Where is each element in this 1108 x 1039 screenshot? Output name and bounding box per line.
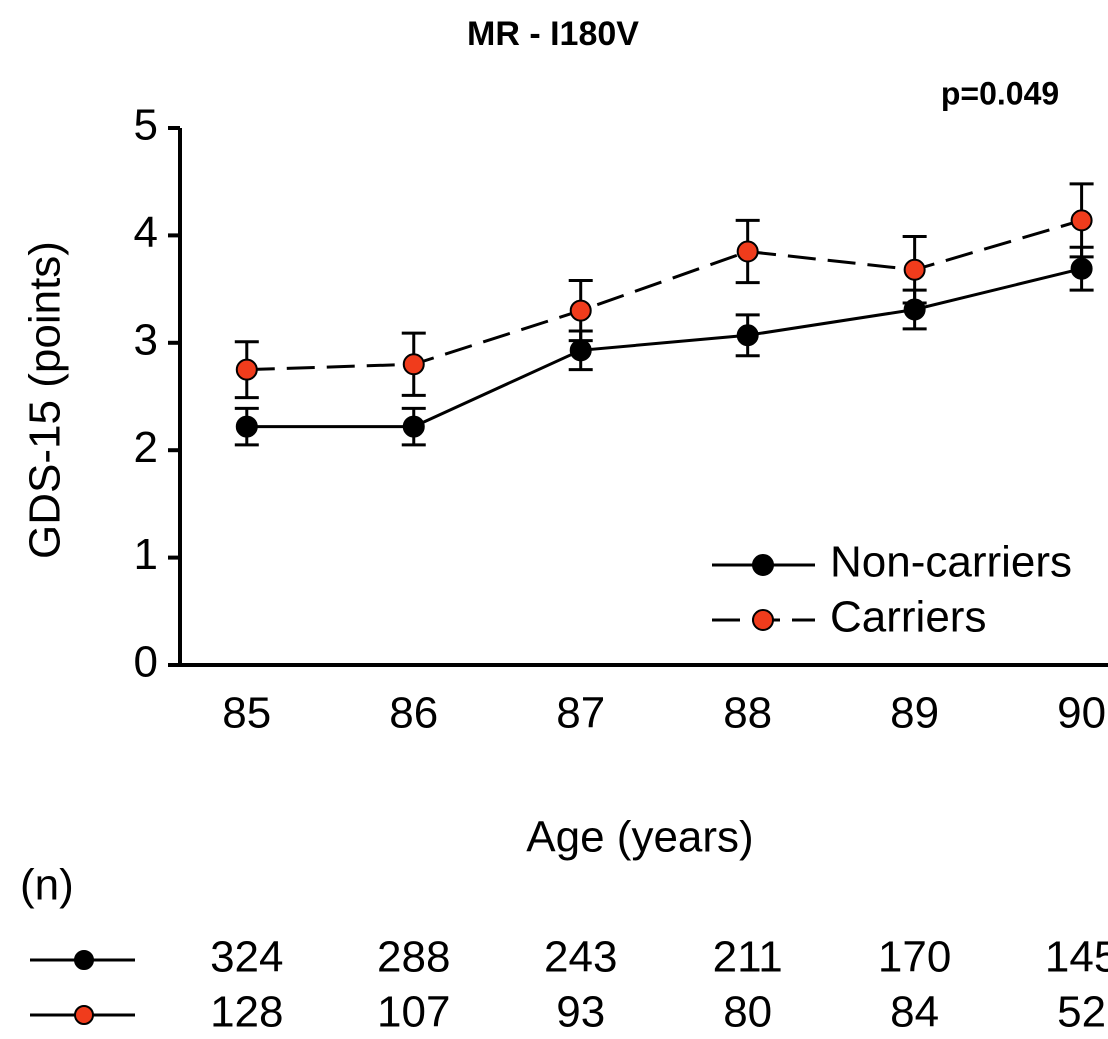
x-tick-label: 85 <box>222 689 271 738</box>
data-point <box>569 339 592 362</box>
legend-label: Non-carriers <box>830 538 1072 587</box>
data-point <box>235 358 258 381</box>
n-count: 288 <box>377 933 450 982</box>
n-count: 211 <box>713 933 783 982</box>
y-tick-label: 5 <box>134 101 158 150</box>
series-line <box>246 218 1083 372</box>
y-tick-label: 0 <box>134 638 158 687</box>
y-axis-label: GDS-15 (points) <box>21 241 70 559</box>
data-point <box>736 240 759 263</box>
x-tick-label: 86 <box>389 689 438 738</box>
data-point <box>402 415 425 438</box>
y-tick-label: 1 <box>134 530 158 579</box>
x-tick-label: 89 <box>890 689 939 738</box>
n-count: 324 <box>210 933 283 982</box>
data-point <box>736 324 759 347</box>
legend-label: Carriers <box>830 593 986 642</box>
annotation: p=0.049 <box>941 75 1059 111</box>
y-tick-label: 4 <box>134 208 158 257</box>
x-axis-label: Age (years) <box>526 813 753 862</box>
n-count: 170 <box>878 933 951 982</box>
n-label: (n) <box>20 861 74 910</box>
data-point <box>402 353 425 376</box>
legend-marker <box>752 609 774 631</box>
x-tick-label: 87 <box>556 689 605 738</box>
n-row-marker <box>74 1005 94 1025</box>
data-point <box>235 415 258 438</box>
n-count: 84 <box>890 988 939 1037</box>
data-point <box>569 299 592 322</box>
n-count: 107 <box>377 988 450 1037</box>
data-point <box>903 258 926 281</box>
data-point <box>1070 209 1093 232</box>
n-count: 243 <box>544 933 617 982</box>
n-count: 52 <box>1057 988 1106 1037</box>
series-line <box>246 267 1082 429</box>
n-count: 93 <box>556 988 605 1037</box>
x-tick-label: 90 <box>1057 689 1106 738</box>
n-count: 80 <box>723 988 772 1037</box>
y-tick-label: 3 <box>134 315 158 364</box>
n-row-marker <box>74 950 94 970</box>
x-tick-label: 88 <box>723 689 772 738</box>
legend-marker <box>752 554 774 576</box>
data-point <box>1070 257 1093 280</box>
chart-title: MR - I180V <box>467 15 639 53</box>
y-tick-label: 2 <box>134 423 158 472</box>
n-count: 128 <box>210 988 283 1037</box>
n-count: 145 <box>1045 933 1108 982</box>
